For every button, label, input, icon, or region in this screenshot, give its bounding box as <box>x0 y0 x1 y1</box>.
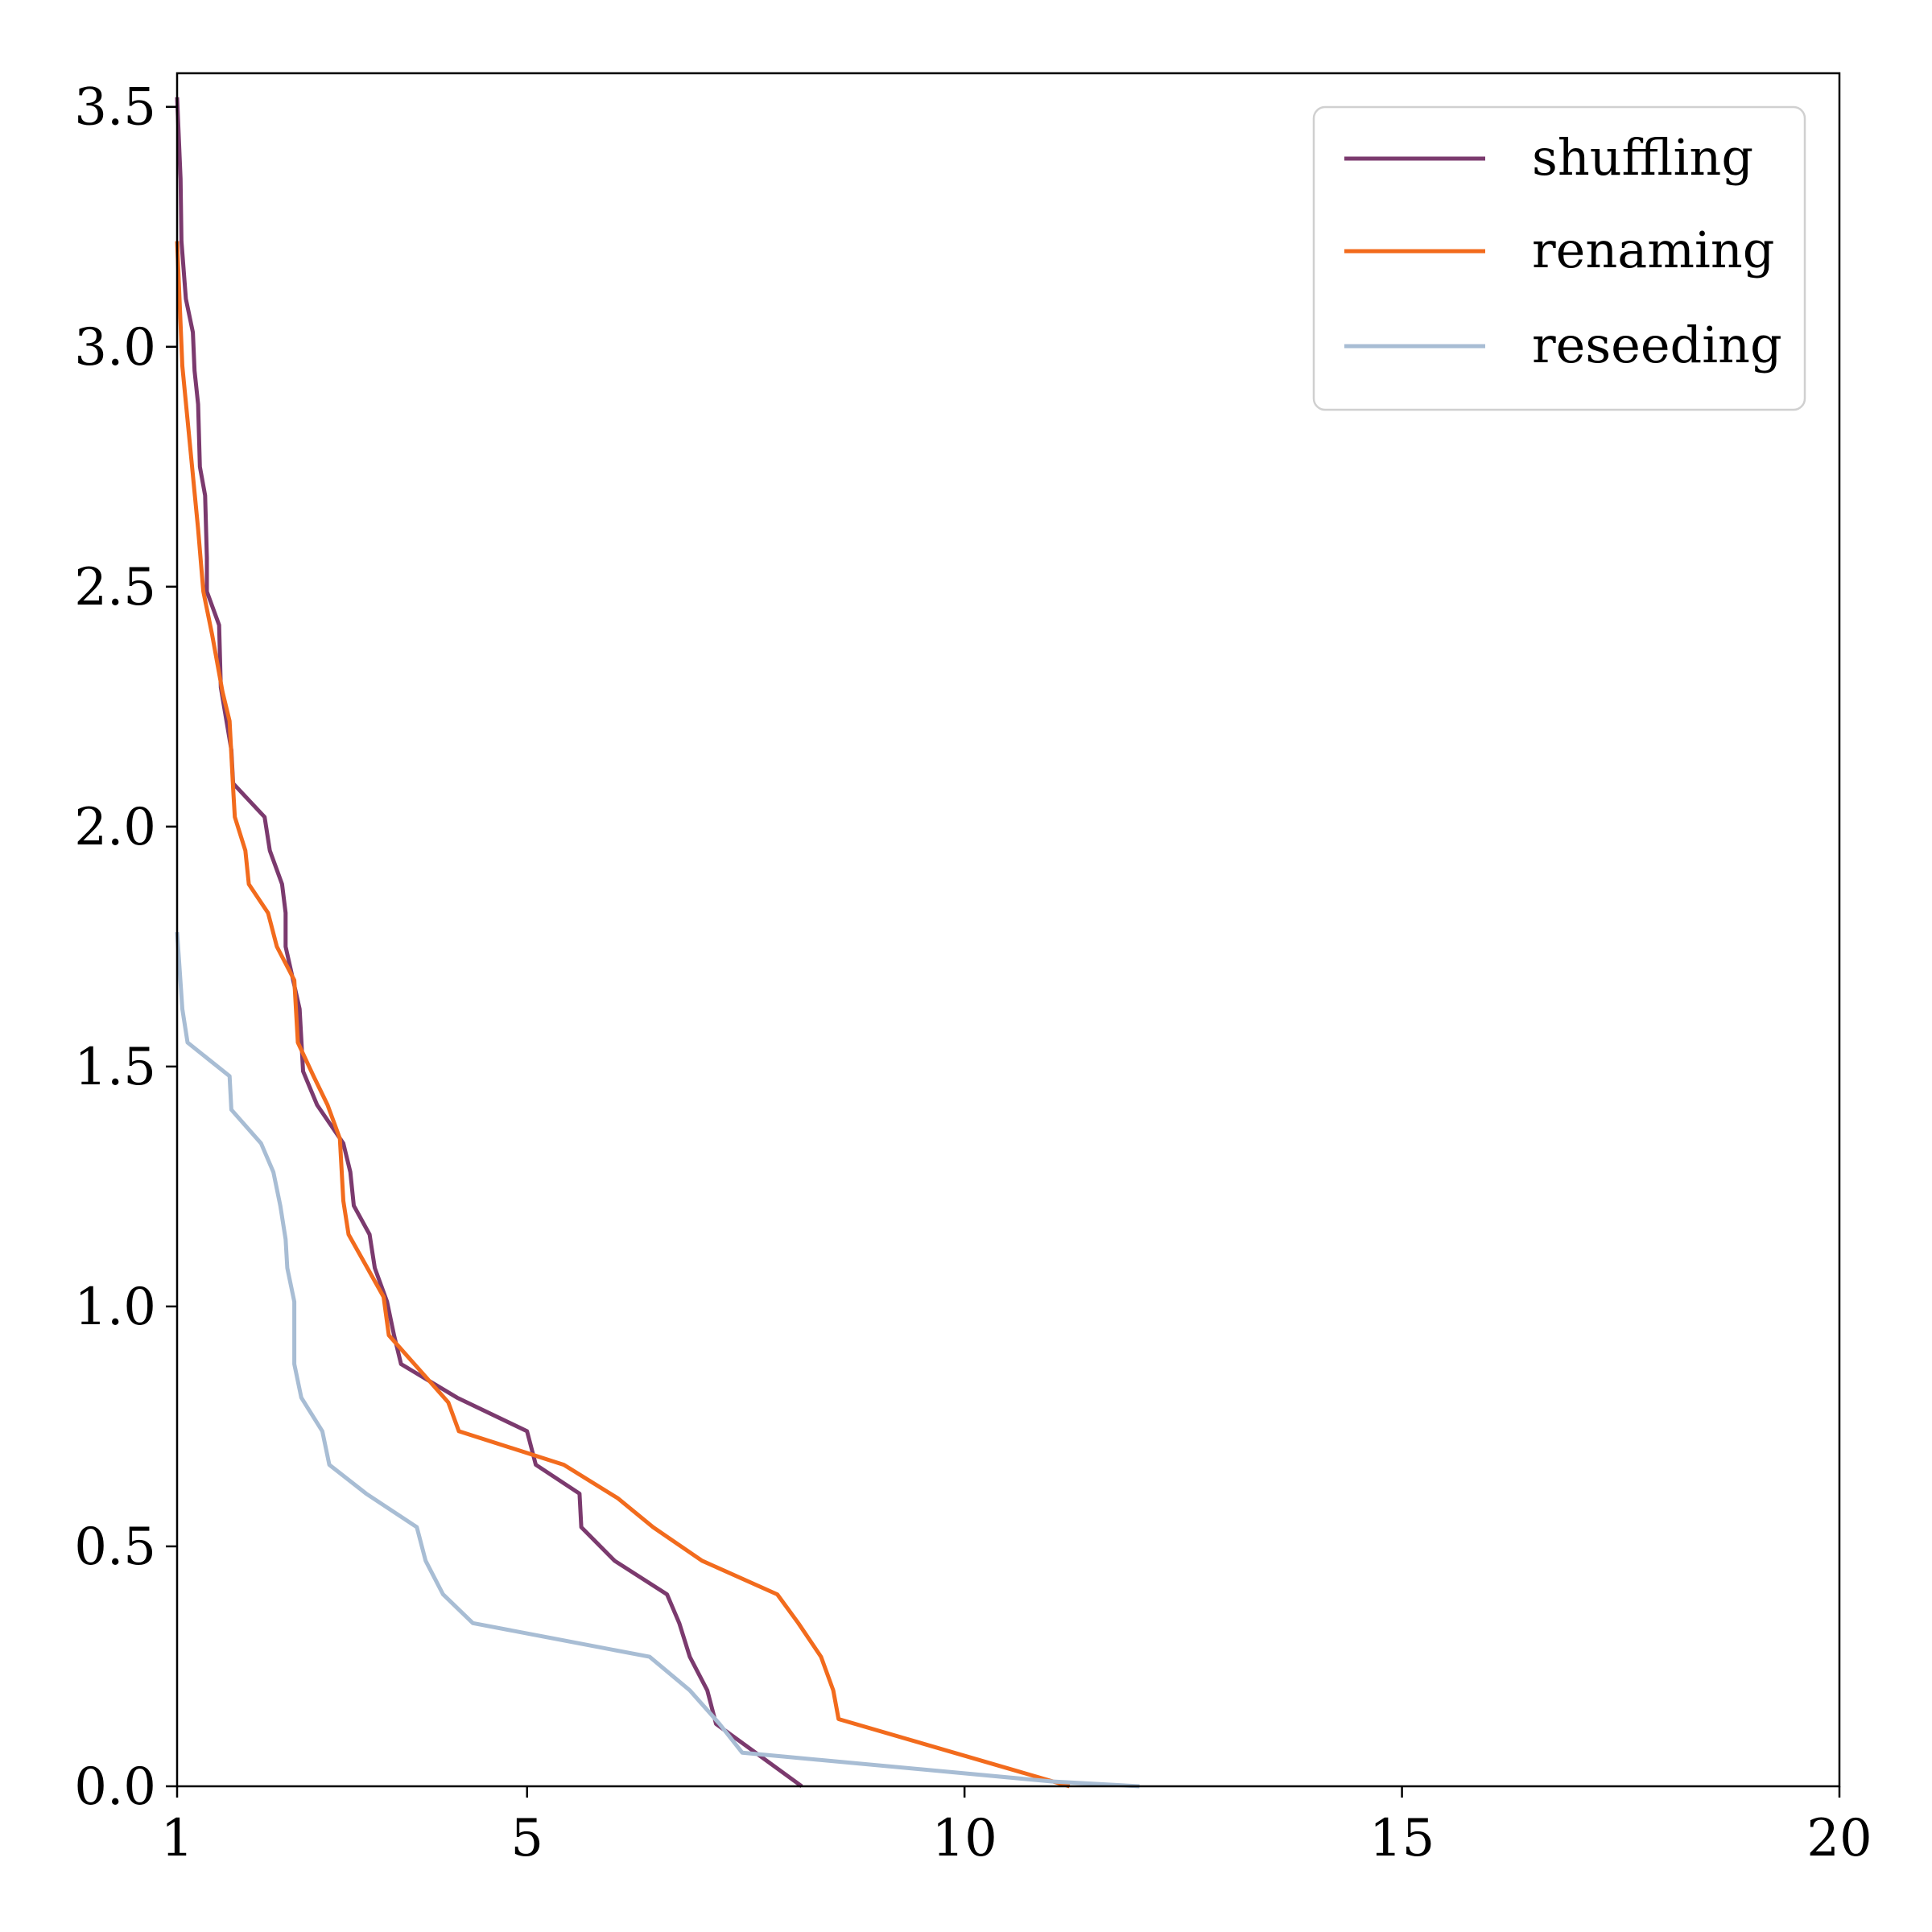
y-tick-label: 3.0 <box>74 318 156 378</box>
legend: shuffling renaming reseeding <box>1312 105 1806 411</box>
series-line-shuffling <box>175 97 803 1789</box>
x-tick-label: 15 <box>1369 1809 1435 1868</box>
legend-label-renaming: renaming <box>1532 221 1774 279</box>
x-tick-label: 20 <box>1806 1809 1872 1868</box>
axes-layer: 1 5 10 15 200.00.51.01.52.02.53.03.5 <box>74 72 1872 1868</box>
legend-box <box>1312 105 1806 411</box>
series-line-reseeding <box>175 931 1140 1789</box>
x-tick-label: 5 <box>510 1809 543 1868</box>
y-tick-label: 0.0 <box>74 1757 156 1817</box>
x-tick-label: 1 <box>161 1809 194 1868</box>
y-tick-label: 3.5 <box>74 78 156 138</box>
series-line-renaming <box>175 241 1071 1789</box>
legend-label-shuffling: shuffling <box>1532 128 1753 187</box>
series-layer <box>175 97 1140 1789</box>
y-tick-label: 2.0 <box>74 798 156 857</box>
x-tick-label: 10 <box>931 1809 997 1868</box>
legend-label-reseeding: reseeding <box>1532 316 1782 374</box>
plot-frame <box>175 72 1841 1788</box>
y-tick-label: 1.0 <box>74 1278 156 1337</box>
y-tick-label: 2.5 <box>74 558 156 617</box>
y-tick-label: 1.5 <box>74 1038 156 1097</box>
y-tick-label: 0.5 <box>74 1517 156 1577</box>
